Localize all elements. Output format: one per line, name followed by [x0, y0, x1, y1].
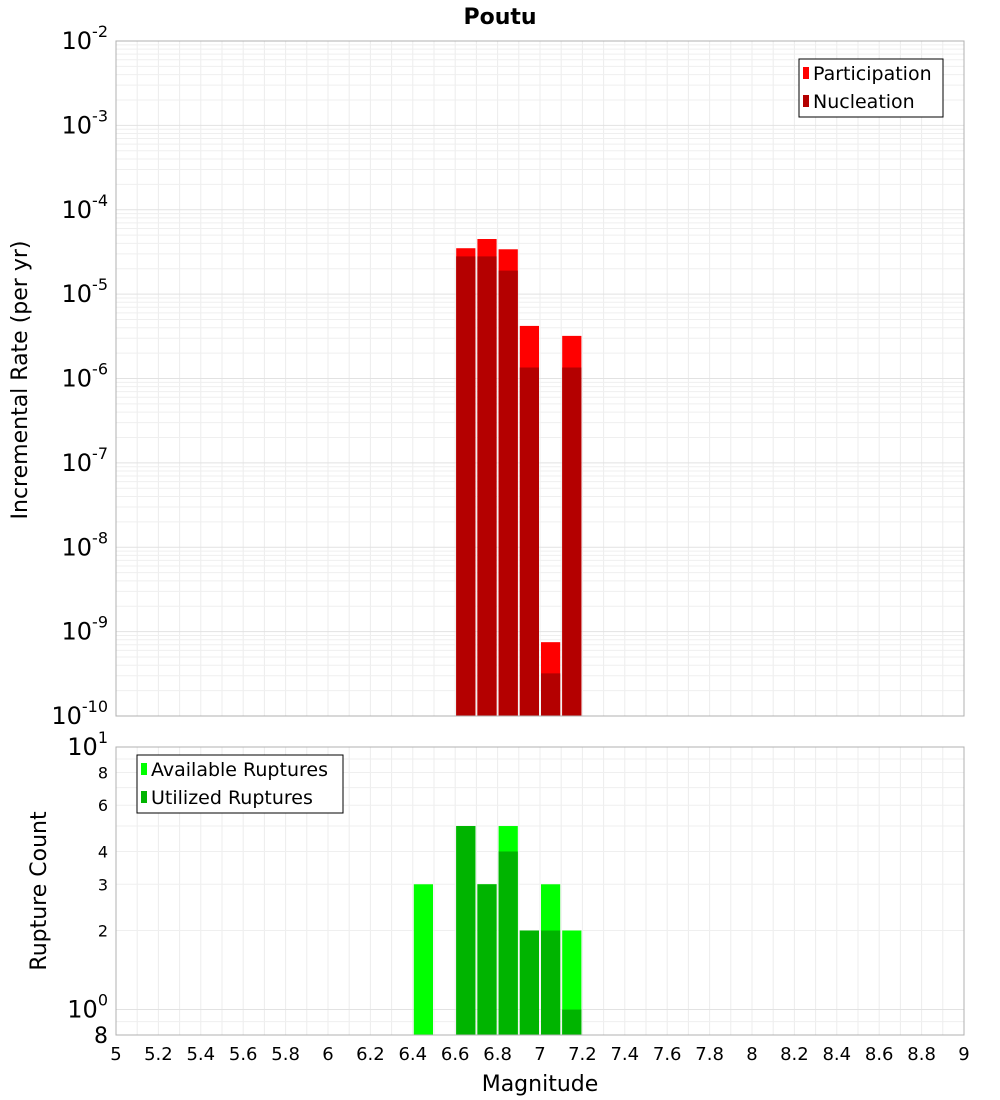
x-axis-label: Magnitude — [482, 1072, 599, 1097]
top-panel: 10-10 10-9 10-8 10-7 10-6 10-5 10-4 10-3 10-2 Par… — [51, 22, 965, 730]
bottom-legend-label: Available Ruptures — [151, 759, 328, 781]
top-legend-swatch — [803, 95, 809, 107]
x-tick-label: 8 — [746, 1044, 757, 1065]
top-bar-nucleation — [456, 256, 476, 716]
x-tick-label: 8.8 — [907, 1044, 936, 1065]
top-legend-label: Nucleation — [813, 91, 915, 113]
top-y-tick-label: 10-2 — [62, 22, 109, 55]
x-tick-label: 8.2 — [780, 1044, 809, 1065]
top-y-tick-label: 10-7 — [62, 444, 109, 477]
top-legend-box — [798, 58, 944, 118]
x-tick-label: 5 — [110, 1044, 121, 1065]
bottom-legend-swatch — [141, 791, 147, 803]
top-bar-nucleation — [541, 673, 561, 716]
x-tick-label: 7.4 — [610, 1044, 639, 1065]
top-bar-nucleation — [498, 270, 518, 716]
bottom-y-minor-tick-label: 8 — [94, 1024, 108, 1049]
top-legend-swatch — [803, 67, 809, 79]
top-y-tick-label: 10-10 — [51, 697, 108, 730]
bottom-y-minor-tick-label: 4 — [98, 842, 108, 861]
x-tick-label: 9 — [958, 1044, 969, 1065]
x-tick-label: 6.4 — [398, 1044, 427, 1065]
bottom-y-minor-tick-label: 2 — [98, 922, 108, 941]
top-bar-nucleation — [562, 367, 582, 716]
x-tick-label: 5.2 — [144, 1044, 173, 1065]
top-bar-nucleation — [477, 256, 497, 716]
x-tick-label: 6 — [322, 1044, 333, 1065]
x-tick-label: 5.6 — [229, 1044, 258, 1065]
bottom-y-minor-tick-label: 3 — [98, 875, 108, 894]
top-y-axis-label: Incremental Rate (per yr) — [8, 241, 33, 520]
x-tick-label: 5.4 — [186, 1044, 215, 1065]
top-y-tick-label: 10-8 — [62, 528, 109, 561]
x-tick-label: 5.8 — [271, 1044, 300, 1065]
x-tick-label: 6.2 — [356, 1044, 385, 1065]
top-plot-border — [115, 40, 965, 717]
bottom-legend: Available Ruptures Utilized Ruptures — [136, 754, 344, 814]
top-bar-nucleation — [519, 367, 539, 716]
bottom-plot-border — [115, 746, 965, 1036]
top-legend-label: Participation — [813, 63, 932, 85]
x-tick-label: 8.6 — [865, 1044, 894, 1065]
bottom-y-tick-label: 100 — [67, 991, 108, 1024]
bottom-bar-utilized-ruptures — [541, 930, 561, 1035]
bottom-y-minor-tick-label: 8 — [98, 763, 108, 782]
bottom-y-minor-tick-label: 6 — [98, 796, 108, 815]
top-y-tick-label: 10-6 — [62, 360, 109, 393]
bottom-legend-box — [136, 754, 344, 814]
x-tick-label: 8.4 — [822, 1044, 851, 1065]
x-tick-label: 6.6 — [441, 1044, 470, 1065]
bottom-bar-utilized-ruptures — [456, 826, 476, 1035]
bottom-y-tick-label: 101 — [67, 728, 108, 761]
chart-title: Poutu — [463, 5, 536, 30]
top-y-tick-label: 10-5 — [62, 275, 109, 308]
bottom-y-axis-label: Rupture Count — [27, 811, 52, 971]
x-tick-label: 7.8 — [695, 1044, 724, 1065]
bottom-bar-available-ruptures — [562, 930, 582, 1035]
bottom-bar-utilized-ruptures — [519, 930, 539, 1035]
bottom-bar-utilized-ruptures — [498, 851, 518, 1035]
bottom-bar-utilized-ruptures — [562, 1009, 582, 1035]
top-y-tick-label: 10-9 — [62, 613, 109, 646]
bottom-legend-label: Utilized Ruptures — [151, 787, 313, 809]
x-tick-label: 7.2 — [568, 1044, 597, 1065]
top-y-tick-label: 10-3 — [62, 106, 109, 139]
x-tick-label: 6.8 — [483, 1044, 512, 1065]
top-legend: Participation Nucleation — [798, 58, 944, 118]
top-y-tick-label: 10-4 — [62, 191, 109, 224]
bottom-bar-utilized-ruptures — [477, 884, 497, 1035]
bottom-legend-swatch — [141, 763, 147, 775]
x-tick-label: 7 — [534, 1044, 545, 1065]
bottom-bar-available-ruptures — [413, 884, 433, 1035]
x-tick-label: 7.6 — [653, 1044, 682, 1065]
